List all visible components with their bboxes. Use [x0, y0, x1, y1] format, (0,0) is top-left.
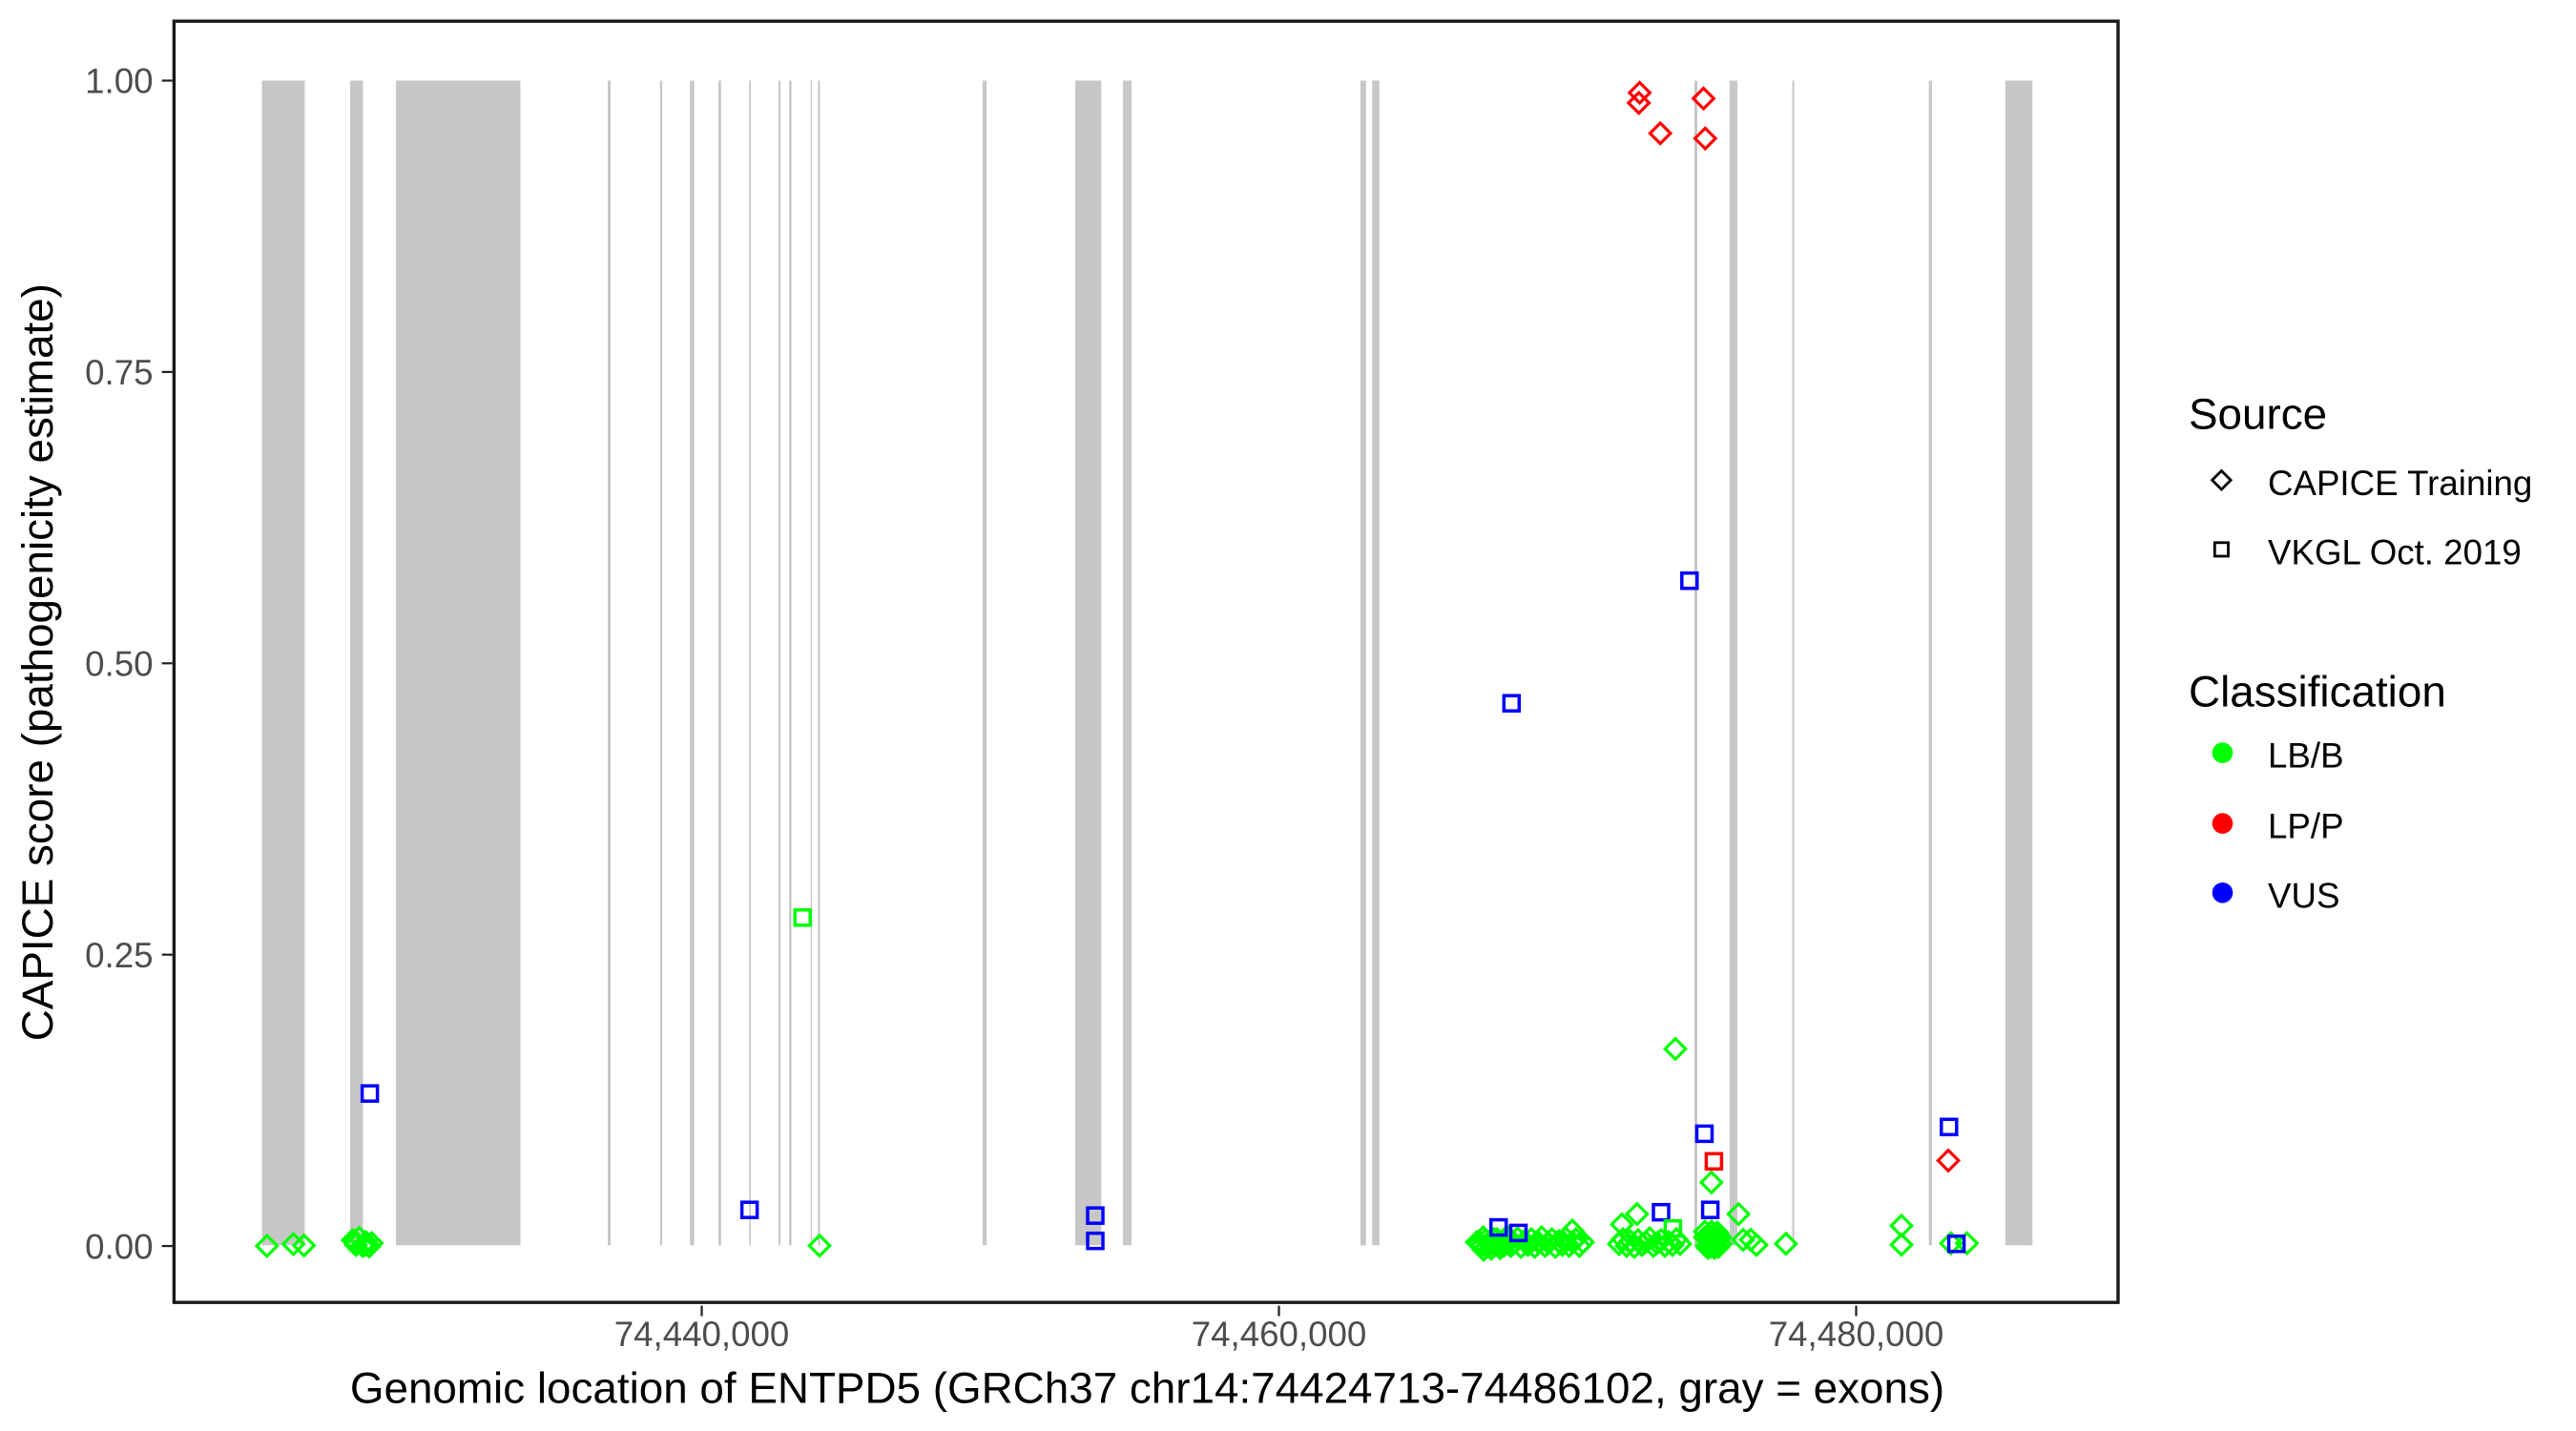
svg-text:0.00: 0.00 — [85, 1227, 153, 1266]
svg-text:0.25: 0.25 — [85, 936, 153, 975]
svg-text:0.50: 0.50 — [85, 645, 153, 684]
svg-text:VKGL Oct. 2019: VKGL Oct. 2019 — [2268, 533, 2522, 572]
svg-text:Source: Source — [2189, 390, 2327, 439]
svg-text:1.00: 1.00 — [85, 62, 153, 101]
svg-text:CAPICE Training: CAPICE Training — [2268, 464, 2532, 503]
svg-text:74,460,000: 74,460,000 — [1192, 1315, 1367, 1354]
svg-text:VUS: VUS — [2268, 876, 2339, 915]
svg-text:LP/P: LP/P — [2268, 807, 2344, 846]
svg-text:Classification: Classification — [2189, 668, 2446, 716]
svg-text:74,440,000: 74,440,000 — [614, 1315, 790, 1354]
svg-text:CAPICE score (pathogenicity es: CAPICE score (pathogenicity estimate) — [13, 283, 62, 1041]
svg-text:LB/B: LB/B — [2268, 736, 2344, 776]
svg-text:0.75: 0.75 — [85, 353, 153, 392]
svg-text:74,480,000: 74,480,000 — [1769, 1315, 1944, 1354]
svg-text:Genomic location of ENTPD5 (GR: Genomic location of ENTPD5 (GRCh37 chr14… — [350, 1364, 1944, 1413]
